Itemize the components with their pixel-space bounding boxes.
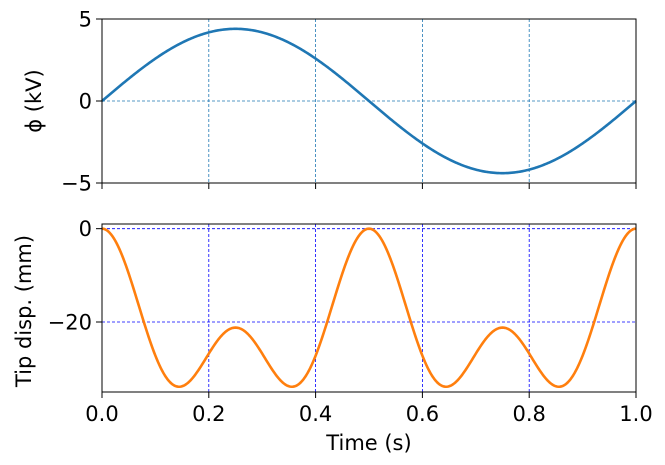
top-y-tick-label-2: 5 — [79, 8, 92, 32]
bottom-x-tick-label-3: 0.6 — [406, 402, 439, 426]
top-y-tick-label-0: −5 — [61, 172, 92, 196]
top-axes: ϕ (kV) −5 0 5 — [22, 8, 637, 196]
bottom-x-tick-label-2: 0.4 — [299, 402, 332, 426]
bottom-y-tick-label-0: −20 — [48, 311, 92, 335]
bottom-axes: Tip disp. (mm) Time (s) 0.0 0.2 0.4 0.6 0.8 1… — [12, 217, 653, 455]
bottom-xlabel: Time (s) — [325, 431, 411, 455]
bottom-x-tick-label-1: 0.2 — [192, 402, 225, 426]
bottom-axes-frame — [101, 223, 637, 393]
top-ylabel: ϕ (kV) — [22, 69, 46, 132]
bottom-ylabel: Tip disp. (mm) — [12, 235, 36, 388]
bottom-x-tick-label-4: 0.8 — [512, 402, 545, 426]
bottom-series-line-0 — [101, 227, 637, 389]
bottom-x-tick-label-5: 1.0 — [619, 402, 652, 426]
bottom-y-tick-label-1: 0 — [79, 217, 92, 241]
bottom-x-tick-label-0: 0.0 — [85, 402, 118, 426]
top-series-line-0 — [101, 27, 637, 175]
top-y-tick-label-1: 0 — [79, 90, 92, 114]
